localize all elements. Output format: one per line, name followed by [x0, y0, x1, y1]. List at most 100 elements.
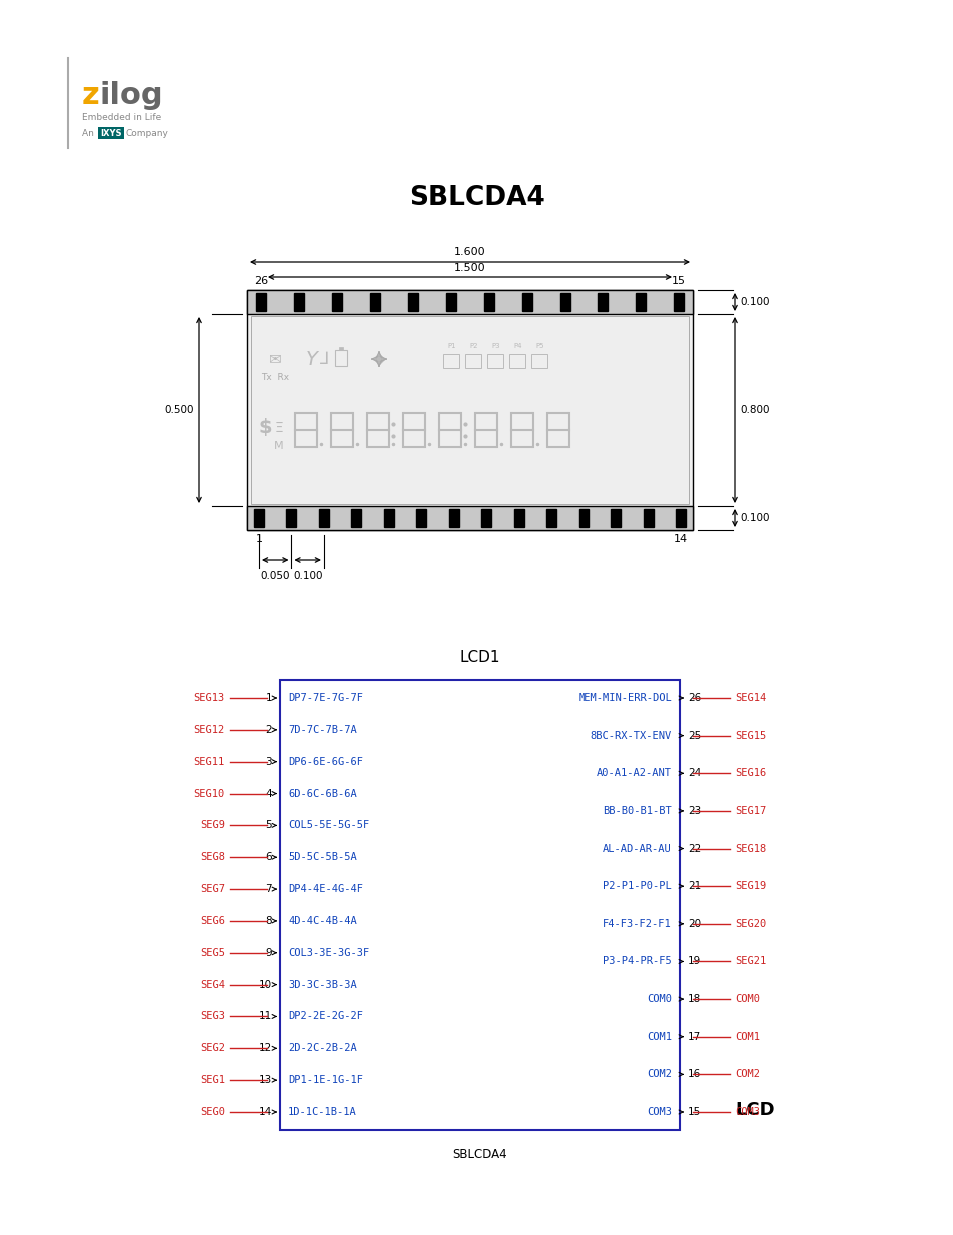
Bar	[438, 412, 460, 447]
Bar	[486, 354, 502, 368]
Text: 0.050: 0.050	[260, 571, 290, 580]
Text: 8: 8	[265, 916, 272, 926]
Text: 9: 9	[265, 947, 272, 958]
Text: P3-P4-PR-F5: P3-P4-PR-F5	[602, 956, 671, 967]
Text: SEG12: SEG12	[193, 725, 225, 735]
Bar	[247, 290, 692, 314]
Bar	[247, 506, 692, 530]
Text: DP4-4E-4G-4F: DP4-4E-4G-4F	[288, 884, 363, 894]
Text: P2-P1-P0-PL: P2-P1-P0-PL	[602, 882, 671, 892]
Bar	[294, 412, 316, 447]
Text: 0.100: 0.100	[740, 513, 769, 522]
Text: COM1: COM1	[646, 1031, 671, 1042]
Text: COM0: COM0	[646, 994, 671, 1004]
Bar	[370, 294, 379, 311]
Bar	[483, 294, 494, 311]
Text: COL3-3E-3G-3F: COL3-3E-3G-3F	[288, 947, 369, 958]
Text: 3D-3C-3B-3A: 3D-3C-3B-3A	[288, 979, 356, 989]
Bar	[511, 412, 533, 447]
Text: SEG21: SEG21	[734, 956, 765, 967]
Bar	[318, 509, 329, 526]
Bar	[251, 316, 688, 504]
Text: 2: 2	[265, 725, 272, 735]
Text: 25: 25	[687, 731, 700, 741]
Text: Ξ: Ξ	[274, 421, 283, 435]
Text: P5: P5	[536, 343, 543, 350]
Text: DP1-1E-1G-1F: DP1-1E-1G-1F	[288, 1076, 363, 1086]
Text: 11: 11	[258, 1011, 272, 1021]
Bar	[480, 509, 491, 526]
Text: 17: 17	[687, 1031, 700, 1042]
Text: 0.100: 0.100	[293, 571, 322, 580]
Text: SEG6: SEG6	[200, 916, 225, 926]
Text: 5D-5C-5B-5A: 5D-5C-5B-5A	[288, 852, 356, 862]
Text: 1: 1	[265, 693, 272, 703]
Text: P2: P2	[469, 343, 477, 350]
Bar	[335, 350, 347, 366]
Text: 0.100: 0.100	[740, 296, 769, 308]
Text: SEG15: SEG15	[734, 731, 765, 741]
Text: SEG11: SEG11	[193, 757, 225, 767]
Bar	[383, 509, 394, 526]
Text: 1.500: 1.500	[454, 263, 485, 273]
Text: COM0: COM0	[734, 994, 760, 1004]
Bar	[521, 294, 532, 311]
Bar	[247, 506, 692, 530]
Text: P1: P1	[447, 343, 456, 350]
Bar	[673, 294, 683, 311]
Bar	[402, 412, 424, 447]
Text: 0.500: 0.500	[164, 405, 193, 415]
Text: SEG20: SEG20	[734, 919, 765, 929]
Text: Y: Y	[306, 350, 317, 368]
Text: SEG4: SEG4	[200, 979, 225, 989]
Text: DP7-7E-7G-7F: DP7-7E-7G-7F	[288, 693, 363, 703]
Text: SBLCDA4: SBLCDA4	[409, 185, 544, 211]
Bar	[253, 509, 264, 526]
Text: SEG8: SEG8	[200, 852, 225, 862]
Text: BB-B0-B1-BT: BB-B0-B1-BT	[602, 806, 671, 816]
Bar	[367, 412, 389, 447]
Text: Tx  Rx: Tx Rx	[261, 373, 289, 382]
Bar	[408, 294, 417, 311]
Text: SBLCDA4: SBLCDA4	[453, 1149, 507, 1161]
Text: SEG3: SEG3	[200, 1011, 225, 1021]
Text: ✉: ✉	[269, 352, 281, 367]
Text: ⅃: ⅃	[320, 350, 330, 368]
Text: 14: 14	[258, 1107, 272, 1116]
Text: An: An	[82, 128, 96, 137]
Bar	[546, 412, 568, 447]
Text: IXYS: IXYS	[100, 128, 122, 137]
Text: A0-A1-A2-ANT: A0-A1-A2-ANT	[597, 768, 671, 778]
Bar	[578, 509, 588, 526]
Bar	[545, 509, 556, 526]
Bar	[513, 509, 523, 526]
Text: 15: 15	[671, 275, 685, 287]
Bar	[559, 294, 569, 311]
Text: LCD: LCD	[734, 1100, 774, 1119]
Text: 21: 21	[687, 882, 700, 892]
Text: 23: 23	[687, 806, 700, 816]
Text: MEM-MIN-ERR-DOL: MEM-MIN-ERR-DOL	[578, 693, 671, 703]
Bar	[338, 347, 343, 350]
Text: 13: 13	[258, 1076, 272, 1086]
Text: 16: 16	[687, 1070, 700, 1079]
Text: 1: 1	[255, 534, 262, 543]
Text: SEG17: SEG17	[734, 806, 765, 816]
Text: Embedded in Life: Embedded in Life	[82, 114, 161, 122]
Text: SEG1: SEG1	[200, 1076, 225, 1086]
Text: 2D-2C-2B-2A: 2D-2C-2B-2A	[288, 1044, 356, 1053]
Bar	[294, 294, 304, 311]
Text: Company: Company	[126, 128, 169, 137]
Bar	[286, 509, 296, 526]
Bar	[331, 412, 353, 447]
Text: COM1: COM1	[734, 1031, 760, 1042]
Text: 6: 6	[265, 852, 272, 862]
Text: SEG16: SEG16	[734, 768, 765, 778]
Text: 6D-6C-6B-6A: 6D-6C-6B-6A	[288, 788, 356, 799]
Bar	[531, 354, 546, 368]
Bar	[332, 294, 341, 311]
Text: LCD1: LCD1	[459, 650, 499, 664]
Text: AL-AD-AR-AU: AL-AD-AR-AU	[602, 844, 671, 853]
Text: 26: 26	[253, 275, 268, 287]
Text: COM3: COM3	[734, 1107, 760, 1116]
